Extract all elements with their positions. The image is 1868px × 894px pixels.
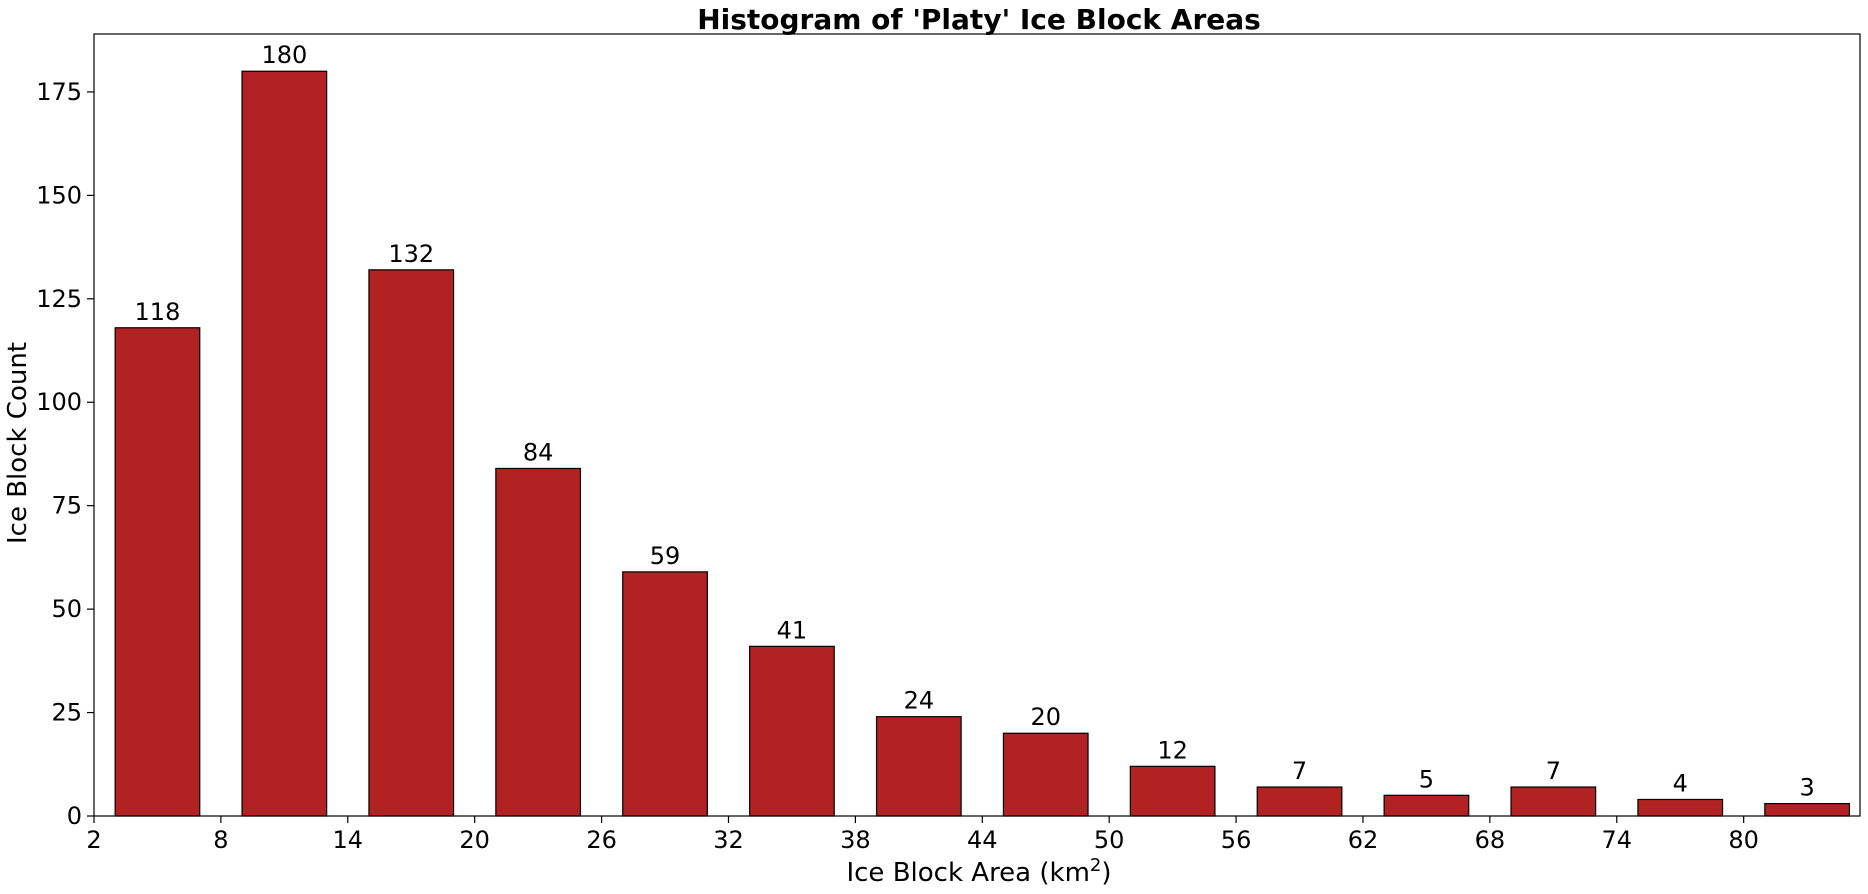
x-tick-label-68: 68 (1475, 826, 1506, 854)
bar-8 (1002, 732, 1089, 817)
x-tick-label-80: 80 (1728, 826, 1759, 854)
y-tick-label-100: 100 (36, 388, 82, 416)
bar-value-label-4: 84 (523, 438, 554, 466)
x-axis-title-superscript: 2 (1090, 855, 1101, 876)
bar-4 (495, 467, 582, 817)
y-tick-label-125: 125 (36, 285, 82, 313)
bar-value-label-1: 118 (135, 298, 181, 326)
bar-3 (368, 269, 455, 817)
x-tick-label-8: 8 (213, 826, 228, 854)
x-tick-label-32: 32 (713, 826, 744, 854)
x-tick-label-74: 74 (1602, 826, 1633, 854)
chart-title: Histogram of 'Platy' Ice Block Areas (697, 3, 1261, 36)
bar-value-label-14: 3 (1799, 774, 1814, 802)
bar-value-label-11: 5 (1419, 765, 1434, 793)
x-tick-label-56: 56 (1221, 826, 1252, 854)
y-axis-title: Ice Block Count (3, 342, 33, 544)
bar-2 (241, 70, 328, 817)
x-tick-label-38: 38 (840, 826, 871, 854)
bar-value-label-6: 41 (777, 616, 808, 644)
bar-value-label-3: 132 (388, 240, 434, 268)
bar-6 (749, 645, 835, 817)
y-tick-label-50: 50 (51, 595, 82, 623)
x-tick-label-14: 14 (333, 826, 364, 854)
bar-value-label-5: 59 (650, 542, 681, 570)
bar-7 (875, 716, 962, 817)
bar-value-label-9: 12 (1157, 736, 1188, 764)
bar-12 (1510, 786, 1597, 817)
bar-value-label-12: 7 (1546, 757, 1561, 785)
bar-13 (1637, 798, 1724, 817)
bar-10 (1256, 786, 1343, 817)
y-tick-label-150: 150 (36, 181, 82, 209)
x-axis-title: Ice Block Area (km2) (846, 855, 1111, 888)
bar-5 (622, 571, 708, 817)
x-tick-label-50: 50 (1094, 826, 1125, 854)
x-tick-label-20: 20 (459, 826, 490, 854)
x-axis-title-suffix: ) (1101, 858, 1111, 888)
bar-value-label-2: 180 (261, 41, 307, 69)
x-tick-label-2: 2 (86, 826, 101, 854)
y-tick-label-75: 75 (51, 492, 82, 520)
y-tick-label-25: 25 (51, 699, 82, 727)
bar-value-label-10: 7 (1292, 757, 1307, 785)
y-tick-label-0: 0 (67, 802, 82, 830)
bar-11 (1383, 794, 1470, 817)
x-tick-label-44: 44 (967, 826, 998, 854)
x-tick-label-62: 62 (1348, 826, 1379, 854)
bar-9 (1129, 765, 1216, 817)
bar-14 (1764, 802, 1851, 817)
bar-1 (114, 327, 201, 817)
bar-value-label-13: 4 (1673, 769, 1688, 797)
x-tick-label-26: 26 (586, 826, 617, 854)
bar-value-label-8: 20 (1030, 703, 1061, 731)
bar-value-label-7: 24 (904, 687, 935, 715)
plot-frame (93, 33, 1861, 817)
x-axis-title-main: Ice Block Area (km (846, 858, 1089, 888)
y-tick-label-175: 175 (36, 78, 82, 106)
